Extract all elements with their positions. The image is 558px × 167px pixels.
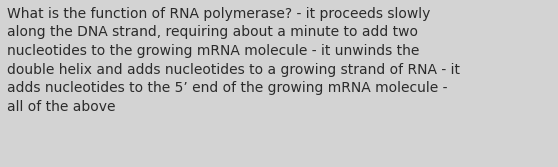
Text: What is the function of RNA polymerase? - it proceeds slowly
along the DNA stran: What is the function of RNA polymerase? …	[7, 7, 460, 114]
